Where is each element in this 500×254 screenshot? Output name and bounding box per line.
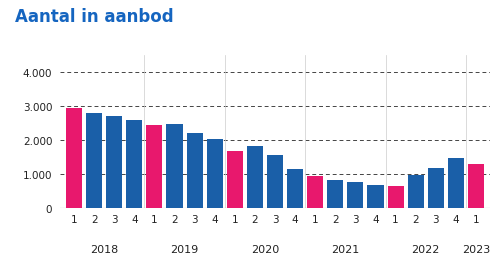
Bar — [327, 180, 344, 208]
Bar — [206, 139, 223, 208]
Bar — [166, 125, 182, 208]
Bar — [126, 120, 142, 208]
Text: 2019: 2019 — [170, 244, 198, 254]
Text: 2022: 2022 — [412, 244, 440, 254]
Bar — [428, 168, 444, 208]
Text: Aantal in aanbod: Aantal in aanbod — [15, 8, 173, 26]
Bar — [267, 156, 283, 208]
Bar — [247, 147, 263, 208]
Bar — [468, 164, 484, 208]
Bar — [448, 158, 464, 208]
Bar — [186, 134, 202, 208]
Text: 2023: 2023 — [462, 244, 490, 254]
Bar — [348, 182, 364, 208]
Text: 2020: 2020 — [251, 244, 279, 254]
Bar — [408, 176, 424, 208]
Bar — [86, 114, 102, 208]
Bar — [146, 125, 162, 208]
Text: 2018: 2018 — [90, 244, 118, 254]
Bar — [368, 186, 384, 208]
Bar — [307, 176, 323, 208]
Bar — [66, 108, 82, 208]
Bar — [287, 169, 303, 208]
Text: 2021: 2021 — [331, 244, 360, 254]
Bar — [388, 186, 404, 208]
Bar — [106, 117, 122, 208]
Bar — [227, 151, 243, 208]
